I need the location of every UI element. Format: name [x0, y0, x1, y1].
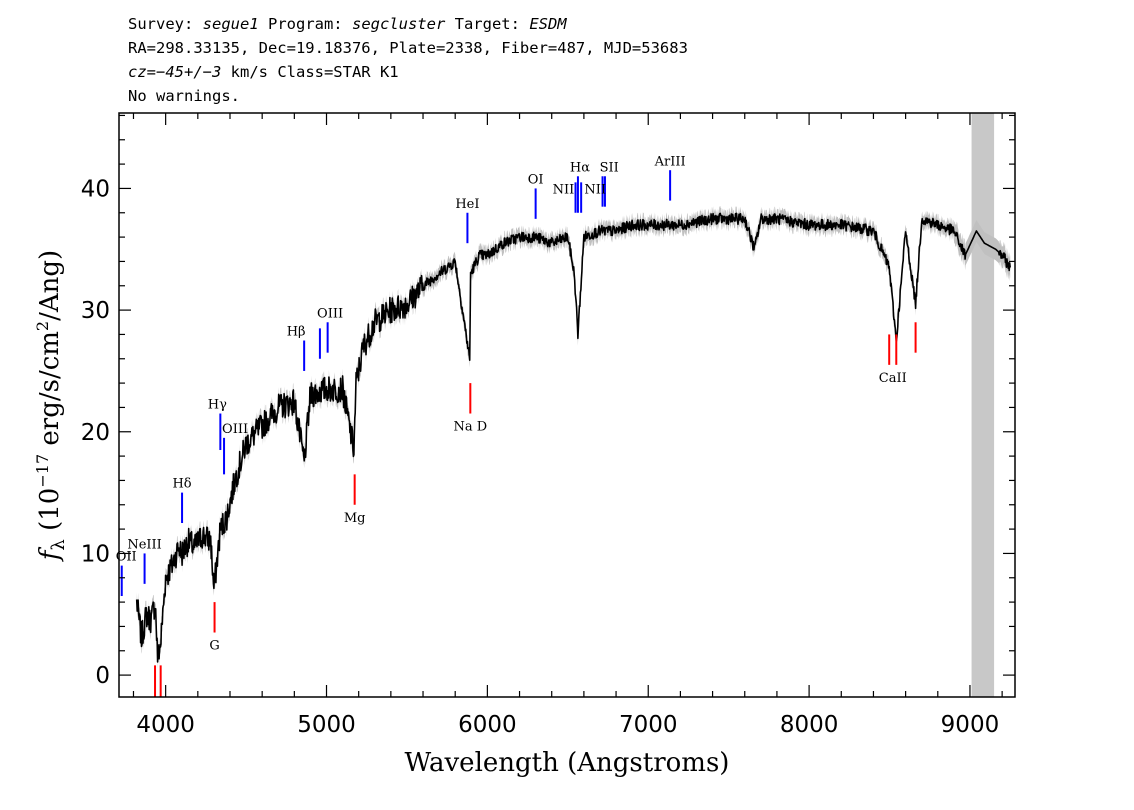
x-tick-label: 5000 — [297, 712, 356, 738]
emission-label-oiii: OIII — [317, 306, 343, 321]
y-axis-label-part: (10 — [35, 488, 65, 540]
y-tick-label: 20 — [81, 420, 110, 446]
absorption-label-nad: Na D — [453, 420, 487, 435]
x-tick-label: 4000 — [136, 712, 195, 738]
header-line-coordinates: RA=298.33135, Dec=19.18376, Plate=2338, … — [128, 39, 688, 57]
error-band — [136, 206, 1011, 670]
axes-layer: 4000 5000 6000 7000 8000 9000 0 10 20 30 40 — [81, 112, 1016, 738]
y-axis-label-part: λ — [48, 539, 69, 550]
absorption-label-g: G — [209, 639, 219, 654]
emission-label-nii: NII — [584, 182, 606, 197]
absorption-label-mg: Mg — [344, 511, 366, 526]
emission-label-oiii: OIII — [222, 422, 248, 437]
x-tick-label: 9000 — [941, 712, 1000, 738]
emission-label-h: Hδ — [172, 477, 191, 492]
emission-label-sii: SII — [600, 160, 619, 175]
y-axis-label-part: /Ang) — [35, 250, 65, 321]
target-value: ESDM — [529, 15, 567, 33]
absorption-label-caii: CaII — [879, 371, 907, 386]
x-axis-label: Wavelength (Angstroms) — [405, 748, 730, 778]
y-tick-label: 40 — [81, 176, 110, 202]
target-label: Target: — [445, 15, 530, 33]
header-line-survey: Survey: segue1 Program: segcluster Targe… — [128, 12, 688, 36]
y-tick-label: 10 — [81, 541, 110, 567]
masked-region — [971, 113, 995, 697]
emission-label-h: Hγ — [208, 398, 227, 413]
y-axis-label: fλ (10−17 erg/s/cm2/Ang) — [33, 250, 69, 562]
survey-value: segue1 — [202, 15, 259, 33]
error-band-layer — [136, 206, 1011, 670]
cz-label: cz= — [128, 63, 156, 81]
x-tick-label: 8000 — [780, 712, 839, 738]
header-line-warnings: No warnings. — [128, 87, 240, 105]
emission-label-nii: NII — [553, 182, 575, 197]
y-axis-label-part: −17 — [33, 454, 52, 488]
y-tick-label: 0 — [95, 663, 110, 689]
header-line-redshift: cz=−45+/−3 km/s Class=STAR K1 — [128, 60, 688, 84]
survey-label: Survey: — [128, 15, 203, 33]
y-tick-label: 30 — [81, 298, 110, 324]
emission-label-hei: HeI — [455, 197, 479, 212]
spectrum-header: Survey: segue1 Program: segcluster Targe… — [128, 12, 688, 108]
class-text: km/s Class=STAR K1 — [221, 63, 399, 81]
emission-label-neiii: NeIII — [127, 538, 161, 553]
emission-label-ariii: ArIII — [654, 154, 686, 169]
y-axis-label-part: erg/s/cm — [35, 331, 65, 454]
cz-value: −45+/−3 — [156, 63, 222, 81]
y-axis-label-part: 2 — [33, 321, 52, 331]
program-label: Program: — [258, 15, 352, 33]
program-value: segcluster — [351, 15, 446, 33]
x-tick-label: 6000 — [458, 712, 517, 738]
spectrum-layer — [135, 212, 1011, 663]
masked-region-layer — [971, 113, 995, 697]
emission-label-h: Hα — [570, 160, 590, 175]
plot-frame — [118, 112, 1016, 698]
emission-label-h: Hβ — [287, 325, 306, 340]
spectrum-line — [135, 212, 1011, 663]
x-tick-label: 7000 — [619, 712, 678, 738]
emission-label-oi: OI — [528, 173, 544, 188]
